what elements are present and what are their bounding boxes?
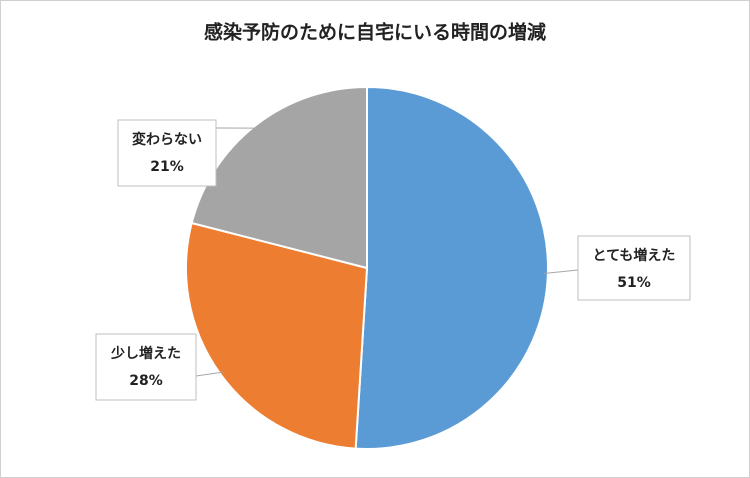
pie-slice [354,85,549,450]
pie-slice [190,85,368,270]
leader-line [195,371,224,377]
label-box [117,119,217,187]
label-box [577,235,691,301]
slice-label: 少し増えた [110,345,181,362]
slice-label: 変わらない [132,131,202,148]
value-label: 28% [129,373,163,389]
chart-title: 感染予防のために自宅にいる時間の増減 [204,21,546,44]
label-box [95,333,197,401]
value-label: 51% [617,275,651,291]
pie-slice [185,221,369,450]
leader-line [543,269,579,275]
slice-label: とても増えた [593,247,676,264]
value-label: 21% [150,159,184,175]
